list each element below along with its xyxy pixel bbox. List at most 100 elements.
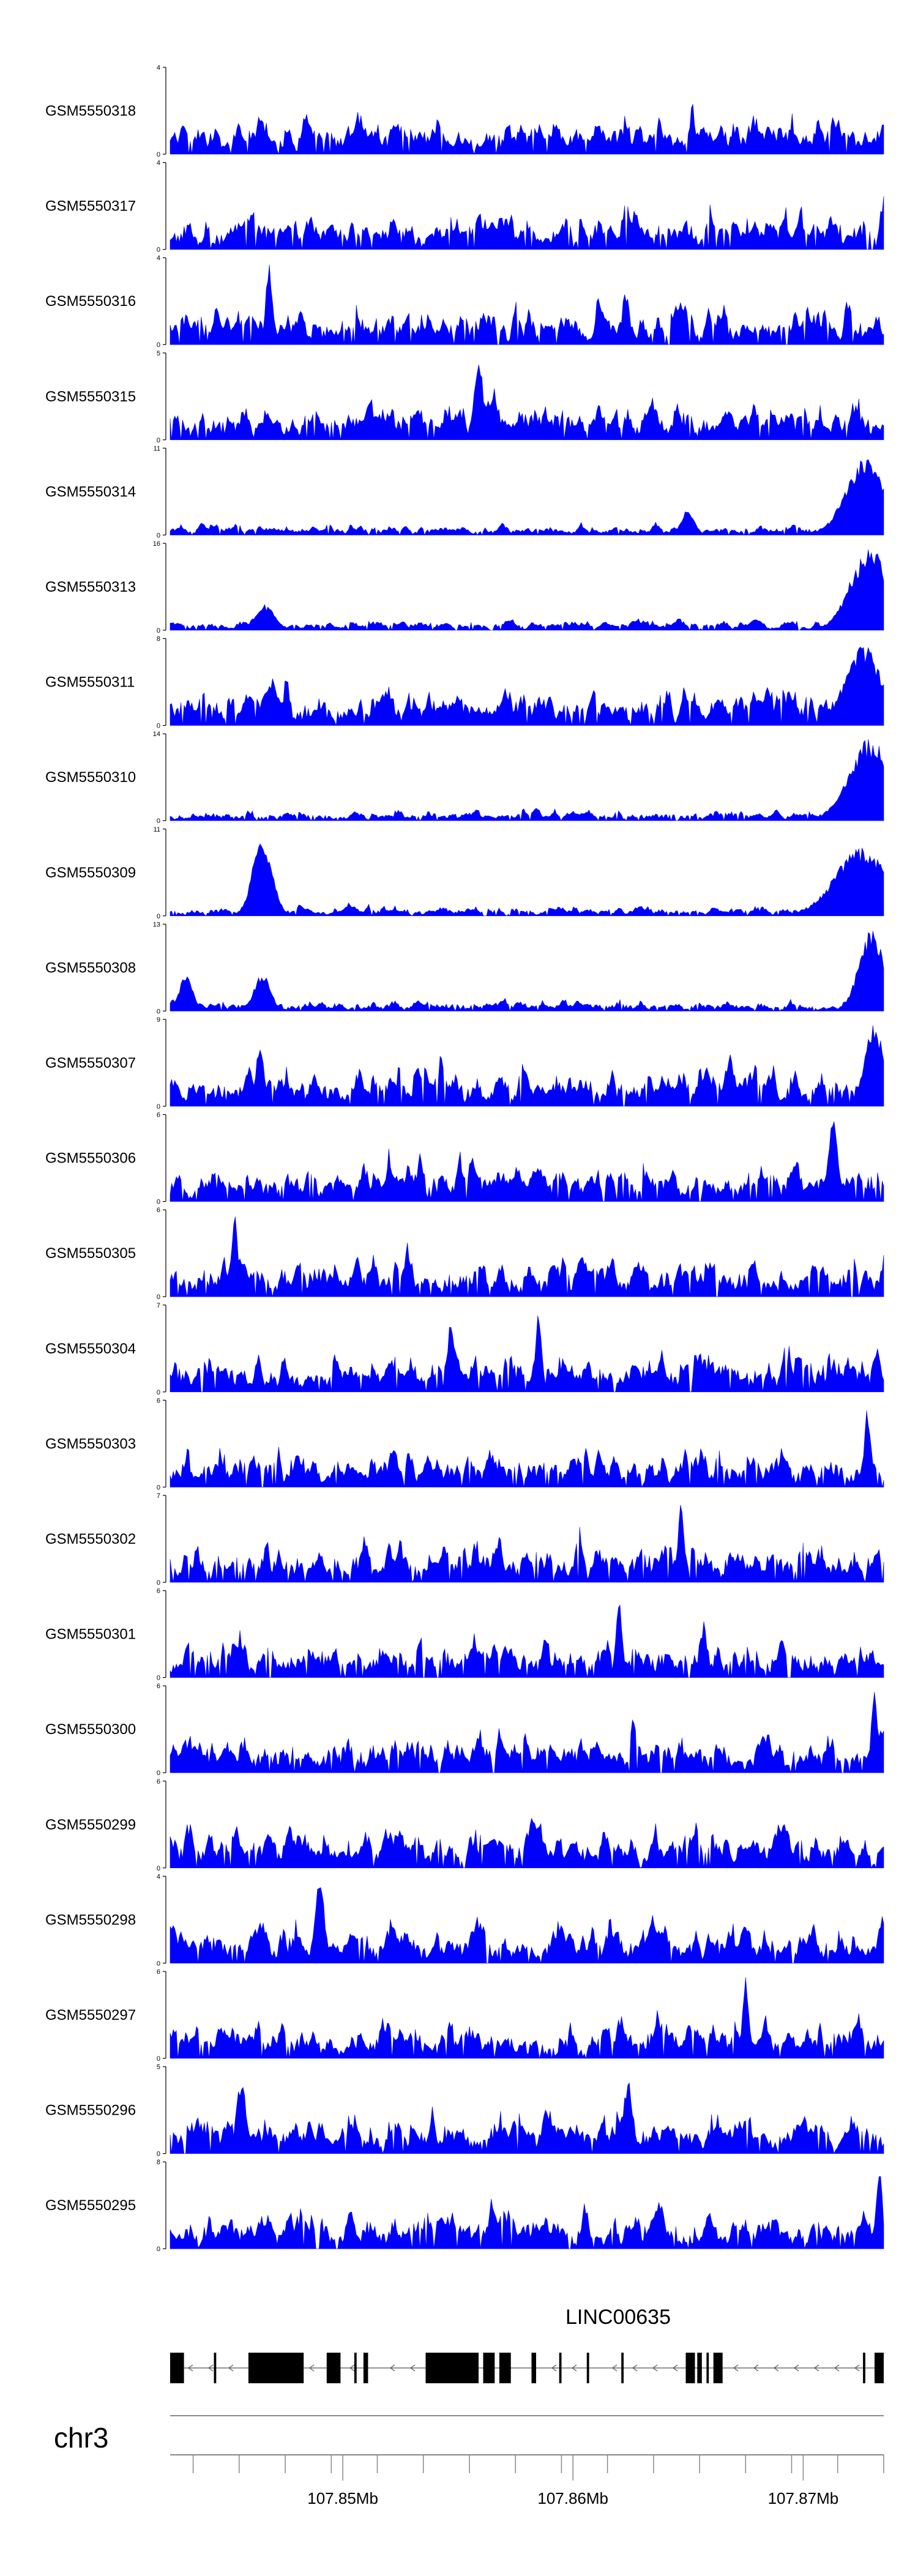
y-tick-label-max: 6: [157, 1968, 160, 1976]
track-label: GSM5550307: [45, 1055, 136, 1071]
y-tick-label-zero: 0: [157, 1199, 160, 1206]
strand-arrow: [207, 2364, 214, 2372]
exon: [713, 2353, 723, 2383]
coverage-area: [170, 196, 884, 250]
exon: [248, 2353, 304, 2383]
y-tick-label-max: 6: [157, 1397, 160, 1404]
strand-arrow: [753, 2364, 759, 2372]
track-GSM5550310: GSM5550310 14 0: [45, 731, 884, 825]
y-tick-label-max: 4: [157, 160, 160, 167]
y-tick-label-zero: 0: [157, 437, 160, 444]
track-label: GSM5550309: [45, 865, 136, 881]
track-GSM5550317: GSM5550317 4 0: [45, 160, 884, 254]
strand-arrow: [571, 2364, 577, 2372]
track-label: GSM5550295: [45, 2197, 136, 2214]
strand-arrow: [308, 2364, 315, 2372]
y-tick-label-max: 16: [153, 540, 160, 548]
exon: [863, 2353, 865, 2383]
y-tick-label-max: 13: [153, 921, 160, 928]
coverage-area: [170, 1817, 884, 1869]
strand-arrow: [813, 2364, 819, 2372]
track-label: GSM5550313: [45, 579, 136, 595]
y-tick-label-max: 6: [157, 1588, 160, 1595]
y-tick-label-zero: 0: [157, 913, 160, 920]
axis-tick-label: 107.87Mb: [768, 2489, 839, 2507]
track-GSM5550307: GSM5550307 9 0: [45, 1016, 884, 1111]
track-label: GSM5550300: [45, 1721, 136, 1738]
coverage-area: [170, 2176, 884, 2249]
y-tick-label-max: 6: [157, 1778, 160, 1785]
track-label: GSM5550311: [45, 674, 135, 691]
coverage-area: [170, 2082, 884, 2154]
track-GSM5550305: GSM5550305 6 0: [45, 1207, 884, 1301]
y-tick-label-zero: 0: [157, 2055, 160, 2063]
gene-name-label: LINC00635: [565, 2306, 671, 2329]
exon: [559, 2353, 562, 2383]
coverage-area: [170, 1977, 884, 2060]
y-tick-label-zero: 0: [157, 1579, 160, 1587]
y-tick-label-max: 7: [157, 1492, 160, 1500]
track-GSM5550297: GSM5550297 6 0: [45, 1968, 884, 2063]
coverage-area: [170, 104, 884, 155]
y-tick-label-max: 6: [157, 1112, 160, 1119]
track-GSM5550304: GSM5550304 7 0: [45, 1302, 884, 1396]
track-GSM5550309: GSM5550309 11 0: [45, 826, 884, 920]
exon: [170, 2353, 184, 2383]
y-tick-label-zero: 0: [157, 1484, 160, 1491]
track-label: GSM5550305: [45, 1245, 136, 1262]
track-GSM5550315: GSM5550315 5 0: [45, 350, 884, 444]
y-tick-label-max: 7: [157, 1302, 160, 1309]
y-tick-label-zero: 0: [157, 532, 160, 539]
y-tick-label-max: 5: [157, 350, 160, 357]
strand-arrow: [611, 2364, 618, 2372]
data-tracks: GSM555031840GSM555031740GSM555031640GSM5…: [45, 64, 884, 2253]
coverage-area: [170, 549, 884, 631]
axis-tick-label: 107.86Mb: [537, 2489, 608, 2507]
exon: [354, 2353, 357, 2383]
track-label: GSM5550296: [45, 2102, 136, 2119]
strand-arrow: [228, 2364, 234, 2372]
strand-arrow: [349, 2364, 355, 2372]
coverage-area: [170, 843, 884, 917]
track-label: GSM5550315: [45, 389, 136, 405]
track-label: GSM5550316: [45, 293, 136, 310]
coverage-area: [170, 264, 884, 345]
y-tick-label-zero: 0: [157, 1294, 160, 1301]
y-tick-label-max: 8: [157, 2159, 160, 2166]
track-GSM5550299: GSM5550299 6 0: [45, 1778, 884, 1872]
track-GSM5550306: GSM5550306 6 0: [45, 1112, 884, 1206]
strand-arrow: [854, 2364, 860, 2372]
track-label: GSM5550308: [45, 959, 136, 976]
track-label: GSM5550299: [45, 1817, 136, 1833]
strand-arrow: [409, 2364, 416, 2372]
gene-track: LINC00635: [170, 2306, 884, 2383]
track-label: GSM5550314: [45, 483, 136, 500]
coverage-area: [170, 646, 884, 726]
coverage-area: [170, 1604, 884, 1678]
y-tick-label-max: 6: [157, 1683, 160, 1690]
track-label: GSM5550303: [45, 1435, 136, 1452]
y-tick-label-max: 6: [157, 1207, 160, 1214]
coverage-area: [170, 365, 884, 441]
track-GSM5550301: GSM5550301 6 0: [45, 1588, 884, 1682]
y-tick-label-max: 4: [157, 1873, 160, 1880]
y-tick-label-zero: 0: [157, 1675, 160, 1682]
y-tick-label-zero: 0: [157, 1389, 160, 1396]
exon: [531, 2353, 536, 2383]
exon: [483, 2353, 495, 2383]
coverage-area: [170, 1692, 884, 1773]
coverage-area: [170, 1121, 884, 1202]
genome-axis: 107.85Mb 107.86Mb 107.87Mb: [170, 2454, 884, 2507]
y-tick-label-zero: 0: [157, 1008, 160, 1015]
coverage-area: [170, 1216, 884, 1297]
exon: [685, 2353, 695, 2383]
y-tick-label-max: 9: [157, 1016, 160, 1024]
y-tick-label-zero: 0: [157, 341, 160, 349]
y-tick-label-zero: 0: [157, 723, 160, 730]
coverage-area: [170, 1410, 884, 1488]
track-GSM5550302: GSM5550302 7 0: [45, 1492, 884, 1587]
exon: [363, 2353, 368, 2383]
strand-arrow: [652, 2364, 658, 2372]
y-tick-label-zero: 0: [157, 2246, 160, 2253]
